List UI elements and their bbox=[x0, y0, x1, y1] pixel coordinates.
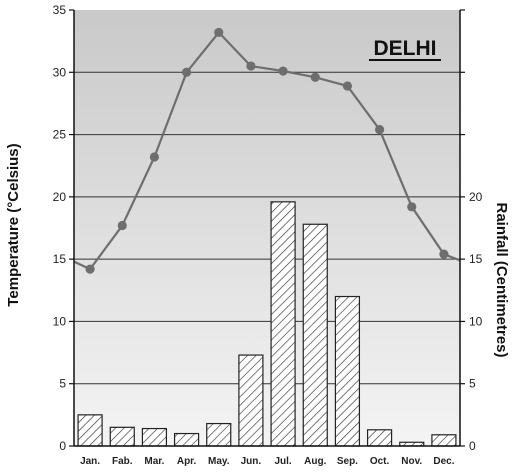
x-tick-label: Mar. bbox=[144, 456, 164, 467]
bar bbox=[77, 414, 103, 447]
grid-lines bbox=[74, 71, 460, 385]
point bbox=[117, 220, 127, 231]
bar bbox=[206, 422, 232, 447]
x-axis-ticks: Jan. Fab. Mar. Apr. May. Jun. Jul. Aug. Sep. Oct.… bbox=[80, 456, 455, 467]
bar bbox=[431, 434, 457, 447]
rainfall-bars bbox=[77, 201, 457, 447]
right-axis-ticks: 0 5 10 15 20 bbox=[460, 9, 483, 453]
point bbox=[181, 67, 192, 77]
x-tick-label: Sep. bbox=[337, 456, 358, 467]
point bbox=[85, 264, 95, 274]
y-axis-title: Temperature (°Celsius) bbox=[5, 143, 22, 306]
x-tick-label: Jul. bbox=[274, 456, 291, 467]
point bbox=[439, 249, 449, 259]
y2-tick-label: 0 bbox=[469, 439, 476, 453]
y-tick-label: 30 bbox=[53, 65, 67, 79]
bar bbox=[366, 429, 393, 447]
point bbox=[246, 61, 256, 71]
bar bbox=[109, 426, 135, 447]
y-tick-label: 35 bbox=[53, 3, 67, 17]
x-tick-label: Apr. bbox=[177, 456, 197, 467]
bar bbox=[173, 432, 200, 447]
point bbox=[407, 202, 417, 212]
y-tick-label: 10 bbox=[53, 314, 67, 328]
point bbox=[214, 27, 224, 38]
y-tick-label: 0 bbox=[59, 439, 66, 453]
chart-title: DELHI bbox=[374, 37, 437, 60]
x-tick-label: Nov. bbox=[401, 456, 422, 467]
y-tick-label: 20 bbox=[53, 190, 67, 204]
x-tick-label: Fab. bbox=[112, 456, 133, 467]
bar bbox=[238, 354, 264, 447]
y-tick-label: 5 bbox=[59, 377, 66, 391]
left-axis-ticks: 0 5 10 15 20 25 30 35 bbox=[53, 3, 74, 453]
bar bbox=[141, 427, 168, 447]
plot-area bbox=[74, 10, 460, 446]
point bbox=[278, 66, 288, 76]
x-tick-label: May. bbox=[208, 456, 230, 467]
temperature-line bbox=[73, 27, 461, 274]
bar bbox=[270, 201, 296, 447]
series-line bbox=[73, 30, 461, 271]
point bbox=[310, 72, 320, 82]
axes bbox=[73, 10, 461, 447]
x-tick-label: Jun. bbox=[241, 456, 262, 467]
point bbox=[374, 124, 385, 135]
y2-tick-label: 5 bbox=[469, 377, 476, 391]
x-tick-label: Jan. bbox=[80, 456, 100, 467]
y2-axis-title: Rainfall (Centimetres) bbox=[493, 202, 510, 357]
x-tick-label: Dec. bbox=[433, 456, 454, 467]
y2-tick-label: 20 bbox=[469, 190, 483, 204]
bar bbox=[334, 295, 361, 447]
bar bbox=[302, 223, 328, 447]
y2-tick-label: 10 bbox=[469, 314, 483, 328]
point bbox=[342, 81, 353, 91]
x-tick-label: Oct. bbox=[370, 456, 390, 467]
y-tick-label: 15 bbox=[53, 252, 67, 266]
point bbox=[149, 152, 160, 162]
x-tick-label: Aug. bbox=[304, 456, 326, 467]
y2-tick-label: 15 bbox=[469, 252, 483, 266]
y-tick-label: 25 bbox=[53, 128, 67, 142]
